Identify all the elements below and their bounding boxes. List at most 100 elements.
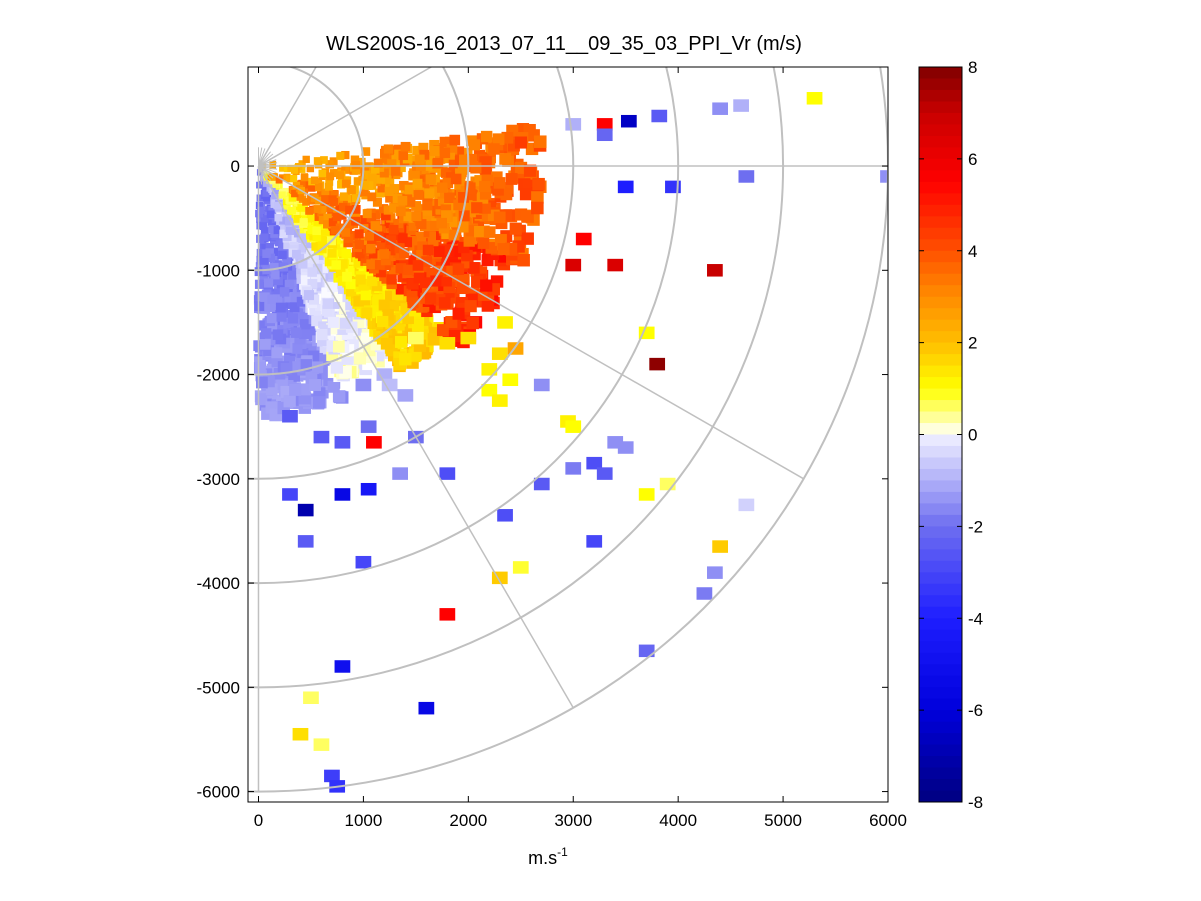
- velocity-cell: [351, 193, 361, 203]
- velocity-cell: [454, 179, 466, 190]
- velocity-cell: [299, 225, 309, 234]
- colorbar-step: [919, 537, 962, 550]
- velocity-cell: [291, 189, 299, 198]
- velocity-cell: [367, 192, 377, 202]
- velocity-cell: [260, 227, 269, 235]
- velocity-point: [297, 535, 314, 548]
- velocity-cell: [434, 212, 446, 223]
- velocity-cell: [393, 144, 403, 155]
- velocity-point: [712, 102, 728, 115]
- velocity-point: [596, 128, 613, 142]
- velocity-cell: [350, 155, 360, 164]
- velocity-point: [638, 488, 655, 501]
- velocity-cell: [466, 316, 479, 330]
- velocity-cell: [505, 173, 518, 185]
- velocity-cell: [360, 253, 371, 264]
- velocity-cell: [441, 210, 452, 221]
- velocity-cell: [290, 264, 300, 274]
- data-layer: [253, 92, 888, 793]
- velocity-point: [282, 410, 298, 423]
- velocity-cell: [278, 191, 286, 199]
- colorbar-step: [919, 572, 962, 585]
- velocity-cell: [452, 263, 465, 275]
- velocity-cell: [360, 236, 370, 246]
- colorbar-step: [919, 365, 962, 378]
- velocity-cell: [327, 281, 338, 292]
- colorbar-step: [919, 342, 962, 355]
- velocity-cell: [296, 296, 307, 307]
- velocity-cell: [467, 287, 480, 300]
- velocity-cell: [280, 225, 289, 234]
- x-tick-label: 5000: [764, 811, 802, 830]
- velocity-point: [617, 441, 634, 454]
- velocity-cell: [352, 316, 365, 329]
- velocity-cell: [316, 335, 329, 347]
- azimuth-spoke-minor: [258, 165, 266, 184]
- velocity-cell: [440, 275, 452, 287]
- velocity-cell: [321, 263, 332, 274]
- velocity-cell: [451, 216, 463, 228]
- velocity-cell: [326, 172, 335, 181]
- velocity-cell: [294, 199, 302, 207]
- velocity-cell: [313, 217, 323, 226]
- velocity-cell: [415, 231, 427, 242]
- colorbar-step: [919, 652, 962, 665]
- velocity-cell: [329, 197, 339, 207]
- velocity-cell: [272, 329, 284, 340]
- velocity-cell: [291, 249, 301, 259]
- velocity-cell: [416, 301, 428, 313]
- velocity-cell: [316, 379, 329, 392]
- velocity-cell: [306, 343, 318, 355]
- azimuth-spoke-minor: [258, 165, 272, 181]
- colorbar-tick-label: 4: [968, 242, 977, 261]
- velocity-cell: [311, 241, 321, 251]
- velocity-cell: [469, 240, 482, 252]
- colorbar-step: [919, 411, 962, 424]
- velocity-cell: [337, 180, 346, 189]
- velocity-cell: [262, 194, 271, 202]
- velocity-cell: [351, 205, 361, 214]
- velocity-point: [738, 498, 755, 512]
- velocity-cell: [455, 168, 466, 179]
- velocity-point: [491, 347, 508, 360]
- velocity-cell: [302, 155, 310, 164]
- velocity-cell: [500, 188, 513, 201]
- velocity-point: [282, 488, 298, 501]
- velocity-cell: [268, 225, 277, 233]
- velocity-cell: [260, 233, 269, 242]
- velocity-cell: [294, 333, 306, 345]
- velocity-cell: [290, 327, 302, 338]
- velocity-cell: [333, 340, 345, 353]
- velocity-cell: [318, 169, 327, 178]
- velocity-cell: [291, 342, 303, 354]
- velocity-cell: [299, 303, 310, 314]
- velocity-cell: [338, 211, 347, 220]
- velocity-cell: [384, 186, 394, 196]
- velocity-cell: [425, 168, 436, 179]
- colorbar-tick-label: 0: [968, 426, 977, 445]
- velocity-cell: [317, 189, 325, 198]
- velocity-cell: [461, 249, 473, 262]
- colorbar-step: [919, 606, 962, 619]
- velocity-cell: [341, 150, 350, 160]
- velocity-cell: [298, 229, 308, 238]
- velocity-cell: [316, 271, 326, 282]
- colorbar-step: [919, 135, 962, 148]
- velocity-cell: [469, 248, 481, 261]
- velocity-cell: [305, 243, 315, 252]
- azimuth-spoke-minor: [257, 165, 263, 185]
- velocity-cell: [273, 288, 284, 299]
- velocity-cell: [337, 283, 349, 294]
- velocity-point: [481, 363, 498, 376]
- velocity-cell: [288, 370, 300, 382]
- velocity-cell: [324, 182, 333, 191]
- velocity-cell: [290, 174, 298, 182]
- velocity-cell: [347, 185, 356, 195]
- x-tick-label: 6000: [869, 811, 907, 830]
- velocity-cell: [425, 174, 437, 185]
- velocity-cell: [397, 233, 408, 244]
- colorbar-step: [919, 89, 962, 102]
- velocity-cell: [298, 259, 308, 269]
- velocity-cell: [374, 260, 385, 270]
